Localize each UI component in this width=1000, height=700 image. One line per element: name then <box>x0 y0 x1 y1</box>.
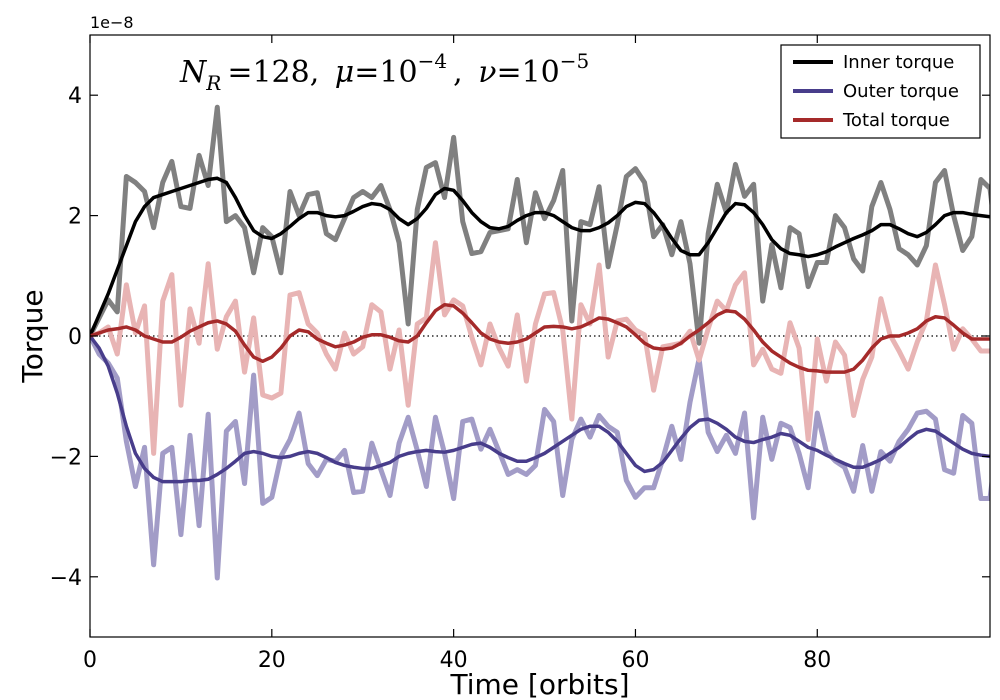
series-inner-torque-smoothed <box>90 176 990 337</box>
title-nu-value: =10 <box>496 55 559 90</box>
y-axis-label: Torque <box>16 289 49 383</box>
y-tick-label: 0 <box>68 325 82 350</box>
title-n-subscript: R <box>205 71 221 95</box>
title-nu-exponent: −5 <box>560 49 589 73</box>
chart-title: NR =128, μ=10−4, ν=10−5 <box>179 49 589 95</box>
legend-label-total: Total torque <box>842 110 950 131</box>
series-outer-raw <box>90 334 990 581</box>
title-n-value: =128, <box>227 55 319 90</box>
title-n-symbol: N <box>179 55 208 90</box>
legend: Inner torque Outer torque Total torque <box>780 44 981 139</box>
x-tick-label: 40 <box>440 648 468 673</box>
y-tick-label: −2 <box>50 445 82 470</box>
x-tick-label: 0 <box>83 648 97 673</box>
series-total-torque-smoothed <box>90 302 990 374</box>
title-mu-exponent: −4 <box>418 49 447 73</box>
title-mu-value: =10 <box>354 55 417 90</box>
svg-text:NR=128, μ=10−4, ν=: NR =128, μ=10−4, ν=10−5 <box>179 49 589 95</box>
plot-area <box>90 104 990 581</box>
series-total-raw <box>90 240 990 456</box>
y-tick-label: 4 <box>68 84 82 109</box>
title-nu-symbol: ν <box>478 55 496 90</box>
series-outer-torque-smoothed <box>90 334 990 484</box>
axes: 0 20 40 60 80 −4 −2 0 2 4 <box>50 34 991 673</box>
series-inner-raw <box>90 104 990 346</box>
title-comma: , <box>453 55 463 90</box>
x-axis-label: Time [orbits] <box>449 668 629 700</box>
x-tick-label: 80 <box>803 648 831 673</box>
x-tick-label: 60 <box>621 648 649 673</box>
legend-label-outer: Outer torque <box>843 81 959 102</box>
y-offset-label: 1e−8 <box>90 13 134 32</box>
y-tick-label: 2 <box>68 205 82 230</box>
x-tick-label: 20 <box>258 648 286 673</box>
legend-label-inner: Inner torque <box>843 52 954 73</box>
y-tick-label: −4 <box>50 566 82 591</box>
title-mu-symbol: μ <box>335 55 355 90</box>
